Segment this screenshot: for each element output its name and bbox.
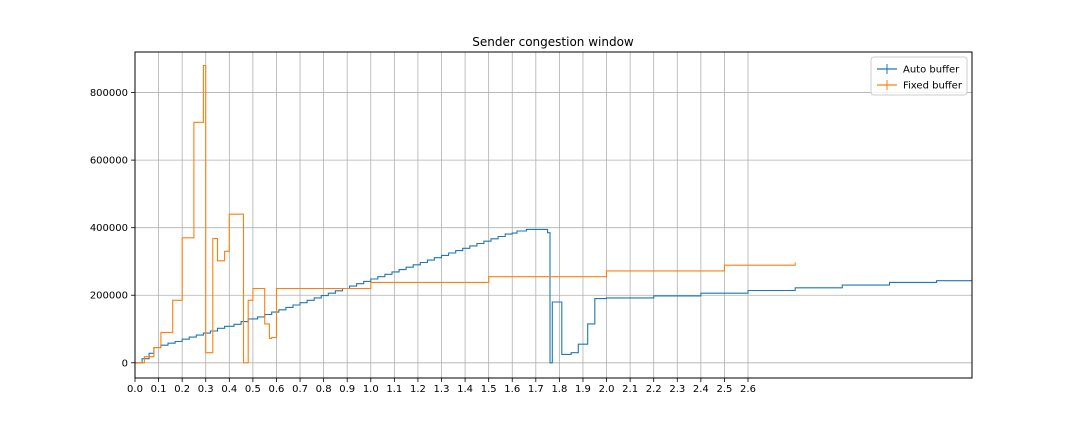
x-tick-label: 1.6 <box>504 384 520 395</box>
series-line-auto-buffer <box>135 228 972 364</box>
x-tick-label: 0.6 <box>269 384 285 395</box>
x-tick-label: 1.1 <box>386 384 402 395</box>
y-tick-label: 600000 <box>90 156 128 167</box>
x-tick-label: 2.5 <box>716 384 732 395</box>
x-tick-label: 2.2 <box>646 384 662 395</box>
y-tick-label: 200000 <box>90 291 128 302</box>
x-tick-label: 2.0 <box>599 384 615 395</box>
legend: Auto buffer Fixed buffer <box>870 56 968 96</box>
x-tick-label: 1.5 <box>481 384 497 395</box>
plot-frame <box>134 51 973 379</box>
x-tick-label: 1.3 <box>434 384 450 395</box>
y-tick-label: 0 <box>122 358 128 369</box>
x-tick-label: 1.0 <box>363 384 379 395</box>
axes: 0.0 0.1 0.2 0.3 0.4 0.5 0.6 0.7 0.8 0.9 1.0 1.1 1.2 1… <box>90 88 756 395</box>
x-tick-label: 1.9 <box>575 384 591 395</box>
x-tick-label: 1.7 <box>528 384 544 395</box>
legend-label: Fixed buffer <box>903 81 963 92</box>
x-tick-label: 0.3 <box>198 384 214 395</box>
x-tick-label: 0.8 <box>316 384 332 395</box>
x-tick-label: 1.2 <box>410 384 426 395</box>
grid-lines <box>134 52 972 378</box>
legend-label: Auto buffer <box>903 65 960 76</box>
x-tick-label: 1.8 <box>551 384 567 395</box>
x-tick-label: 1.4 <box>457 384 473 395</box>
x-tick-label: 2.1 <box>622 384 638 395</box>
x-tick-label: 2.3 <box>669 384 685 395</box>
x-tick-label: 2.6 <box>740 384 756 395</box>
x-tick-label: 2.4 <box>693 384 709 395</box>
y-tick-label: 800000 <box>90 88 128 99</box>
y-tick-label: 400000 <box>90 223 128 234</box>
data-series <box>135 64 972 364</box>
x-tick-label: 0.5 <box>245 384 261 395</box>
series-line-fixed-buffer <box>135 64 796 364</box>
x-tick-label: 0.7 <box>292 384 308 395</box>
x-tick-label: 0.0 <box>127 384 143 395</box>
x-tick-label: 0.2 <box>174 384 190 395</box>
chart-title: Sender congestion window <box>472 35 634 49</box>
x-tick-label: 0.4 <box>221 384 237 395</box>
x-tick-label: 0.9 <box>339 384 355 395</box>
x-tick-label: 0.1 <box>151 384 167 395</box>
